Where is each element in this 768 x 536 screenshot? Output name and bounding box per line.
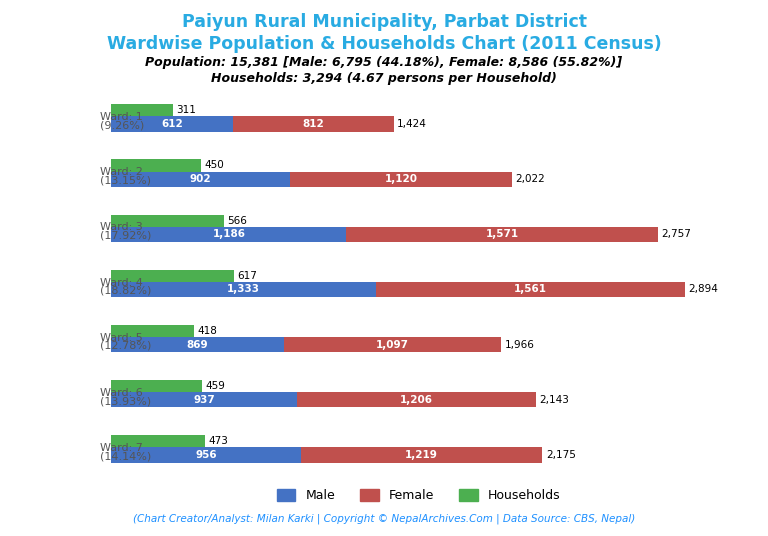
Bar <box>111 447 301 463</box>
Text: 1,206: 1,206 <box>400 394 433 405</box>
Text: 450: 450 <box>204 160 223 170</box>
Text: Paiyun Rural Municipality, Parbat District: Paiyun Rural Municipality, Parbat Distri… <box>181 13 587 32</box>
Text: Wardwise Population & Households Chart (2011 Census): Wardwise Population & Households Chart (… <box>107 35 661 53</box>
Text: Ward: 3: Ward: 3 <box>101 222 143 233</box>
Bar <box>111 380 202 392</box>
Bar <box>111 337 283 352</box>
Text: 2,143: 2,143 <box>540 394 570 405</box>
Text: 869: 869 <box>187 340 208 349</box>
Bar <box>376 282 685 297</box>
Text: 902: 902 <box>190 174 211 184</box>
Bar <box>111 270 233 282</box>
Text: 418: 418 <box>198 326 217 336</box>
Bar <box>111 116 233 132</box>
Text: 812: 812 <box>303 119 324 129</box>
Text: Ward: 2: Ward: 2 <box>101 167 144 177</box>
Bar <box>111 159 200 172</box>
Text: Ward: 1: Ward: 1 <box>101 112 143 122</box>
Text: (Chart Creator/Analyst: Milan Karki | Copyright © NepalArchives.Com | Data Sourc: (Chart Creator/Analyst: Milan Karki | Co… <box>133 513 635 524</box>
Text: 1,424: 1,424 <box>397 119 427 129</box>
Bar <box>111 105 173 116</box>
Bar <box>111 172 290 187</box>
Text: 2,757: 2,757 <box>661 229 691 240</box>
Bar <box>233 116 393 132</box>
Text: 1,219: 1,219 <box>406 450 438 460</box>
Legend: Male, Female, Households: Male, Female, Households <box>272 484 565 507</box>
Bar <box>111 325 194 337</box>
Text: Ward: 7: Ward: 7 <box>101 443 144 453</box>
Text: (18.82%): (18.82%) <box>101 286 152 296</box>
Text: (13.15%): (13.15%) <box>101 176 151 185</box>
Text: 1,120: 1,120 <box>385 174 418 184</box>
Text: 1,966: 1,966 <box>505 340 535 349</box>
Text: 566: 566 <box>227 215 247 226</box>
Text: (14.14%): (14.14%) <box>101 451 152 461</box>
Text: Ward: 6: Ward: 6 <box>101 388 143 398</box>
Text: 2,022: 2,022 <box>515 174 545 184</box>
Bar <box>283 337 501 352</box>
Text: (13.93%): (13.93%) <box>101 396 151 406</box>
Text: Households: 3,294 (4.67 persons per Household): Households: 3,294 (4.67 persons per Hous… <box>211 72 557 85</box>
Text: 1,097: 1,097 <box>376 340 409 349</box>
Bar <box>111 227 346 242</box>
Text: 1,333: 1,333 <box>227 285 260 294</box>
Text: 937: 937 <box>194 394 215 405</box>
Bar <box>290 172 512 187</box>
Text: (17.92%): (17.92%) <box>101 230 152 241</box>
Text: (12.78%): (12.78%) <box>101 341 152 351</box>
Text: 612: 612 <box>161 119 183 129</box>
Text: 2,175: 2,175 <box>546 450 576 460</box>
Text: 1,186: 1,186 <box>213 229 246 240</box>
Text: 1,561: 1,561 <box>514 285 547 294</box>
Bar <box>111 214 223 227</box>
Text: 459: 459 <box>206 381 226 391</box>
Text: 617: 617 <box>237 271 257 281</box>
Text: Population: 15,381 [Male: 6,795 (44.18%), Female: 8,586 (55.82%)]: Population: 15,381 [Male: 6,795 (44.18%)… <box>145 56 623 69</box>
Text: 1,571: 1,571 <box>485 229 518 240</box>
Text: 311: 311 <box>177 106 197 115</box>
Text: 956: 956 <box>195 450 217 460</box>
Bar <box>111 435 205 447</box>
Text: Ward: 4: Ward: 4 <box>101 278 144 288</box>
Text: (9.26%): (9.26%) <box>101 121 144 130</box>
Bar <box>301 447 542 463</box>
Text: Ward: 5: Ward: 5 <box>101 333 143 343</box>
Text: 473: 473 <box>209 436 229 446</box>
Bar <box>297 392 536 407</box>
Text: 2,894: 2,894 <box>688 285 718 294</box>
Bar <box>111 392 297 407</box>
Bar <box>346 227 657 242</box>
Bar <box>111 282 376 297</box>
